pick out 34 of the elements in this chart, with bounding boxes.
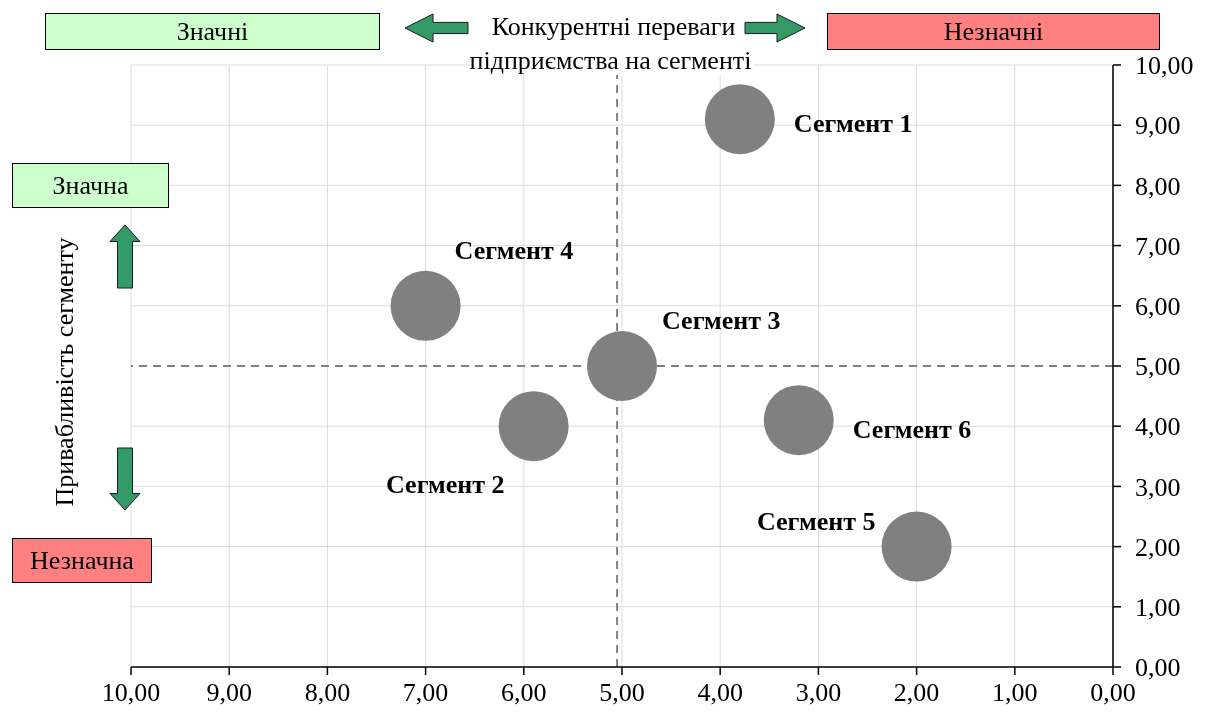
y-tick-label: 3,00	[1135, 472, 1181, 502]
x-tick-label: 8,00	[304, 678, 351, 708]
y-tick-label: 6,00	[1135, 292, 1181, 322]
annotation: Незначна	[30, 545, 134, 576]
x-tick-label: 6,00	[501, 678, 547, 708]
y-tick-label: 9,00	[1135, 111, 1181, 141]
x-tick-label: 5,00	[599, 678, 645, 708]
series-label: Сегмент 3	[662, 305, 781, 335]
y-tick-label: 0,00	[1135, 653, 1181, 683]
series-label: Сегмент 1	[793, 108, 913, 138]
text: Незначні	[943, 16, 1044, 47]
series-label: Сегмент 6	[852, 414, 972, 444]
x-tick-label: 1,00	[992, 678, 1038, 708]
series-label: Сегмент 4	[454, 236, 574, 266]
text: Значна	[52, 170, 129, 201]
y-tick-label: 1,00	[1135, 593, 1181, 623]
y-tick-label: 4,00	[1135, 412, 1181, 442]
x-tick-label: 10,00	[101, 678, 161, 708]
text: Значні	[176, 16, 249, 47]
x-tick-label: 9,00	[206, 678, 252, 708]
x-tick-label: 0,00	[1090, 678, 1136, 708]
x-tick-label: 4,00	[697, 678, 743, 708]
x-tick-label: 7,00	[402, 678, 449, 708]
y-tick-label: 7,00	[1135, 231, 1181, 261]
x-axis-title: Конкурентні переваги підприємства на сегменті	[469, 12, 755, 75]
y-axis-title: Привабливість сегменту	[50, 237, 80, 507]
y-tick-label: 5,00	[1135, 352, 1181, 382]
y-tick-label: 2,00	[1135, 532, 1181, 562]
y-tick-label: 8,00	[1135, 171, 1181, 201]
series-label: Сегмент 5	[756, 507, 876, 537]
x-tick-label: 3,00	[795, 678, 842, 708]
y-tick-label: 10,00	[1135, 51, 1194, 81]
x-tick-label: 2,00	[893, 678, 940, 708]
series-label: Сегмент 2	[386, 469, 505, 499]
